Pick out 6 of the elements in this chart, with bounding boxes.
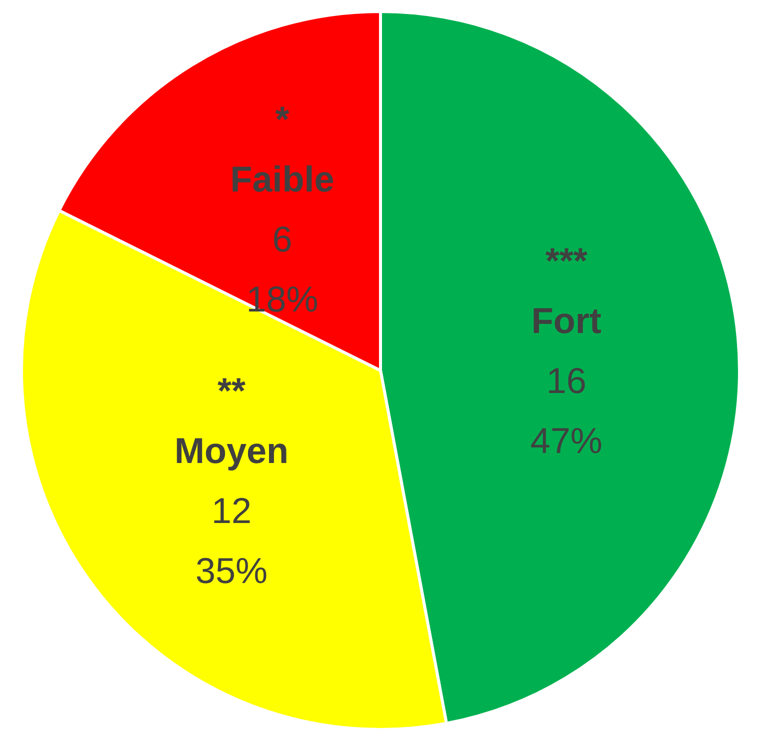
data-label: 6 18% <box>246 218 318 320</box>
slice-label: ** Moyen <box>174 370 289 471</box>
data-label: 16 47% <box>530 360 602 462</box>
slice-label: * Faible <box>230 98 334 200</box>
slice-label: *** Fort <box>531 240 602 342</box>
data-label: 12 35% <box>195 490 268 591</box>
